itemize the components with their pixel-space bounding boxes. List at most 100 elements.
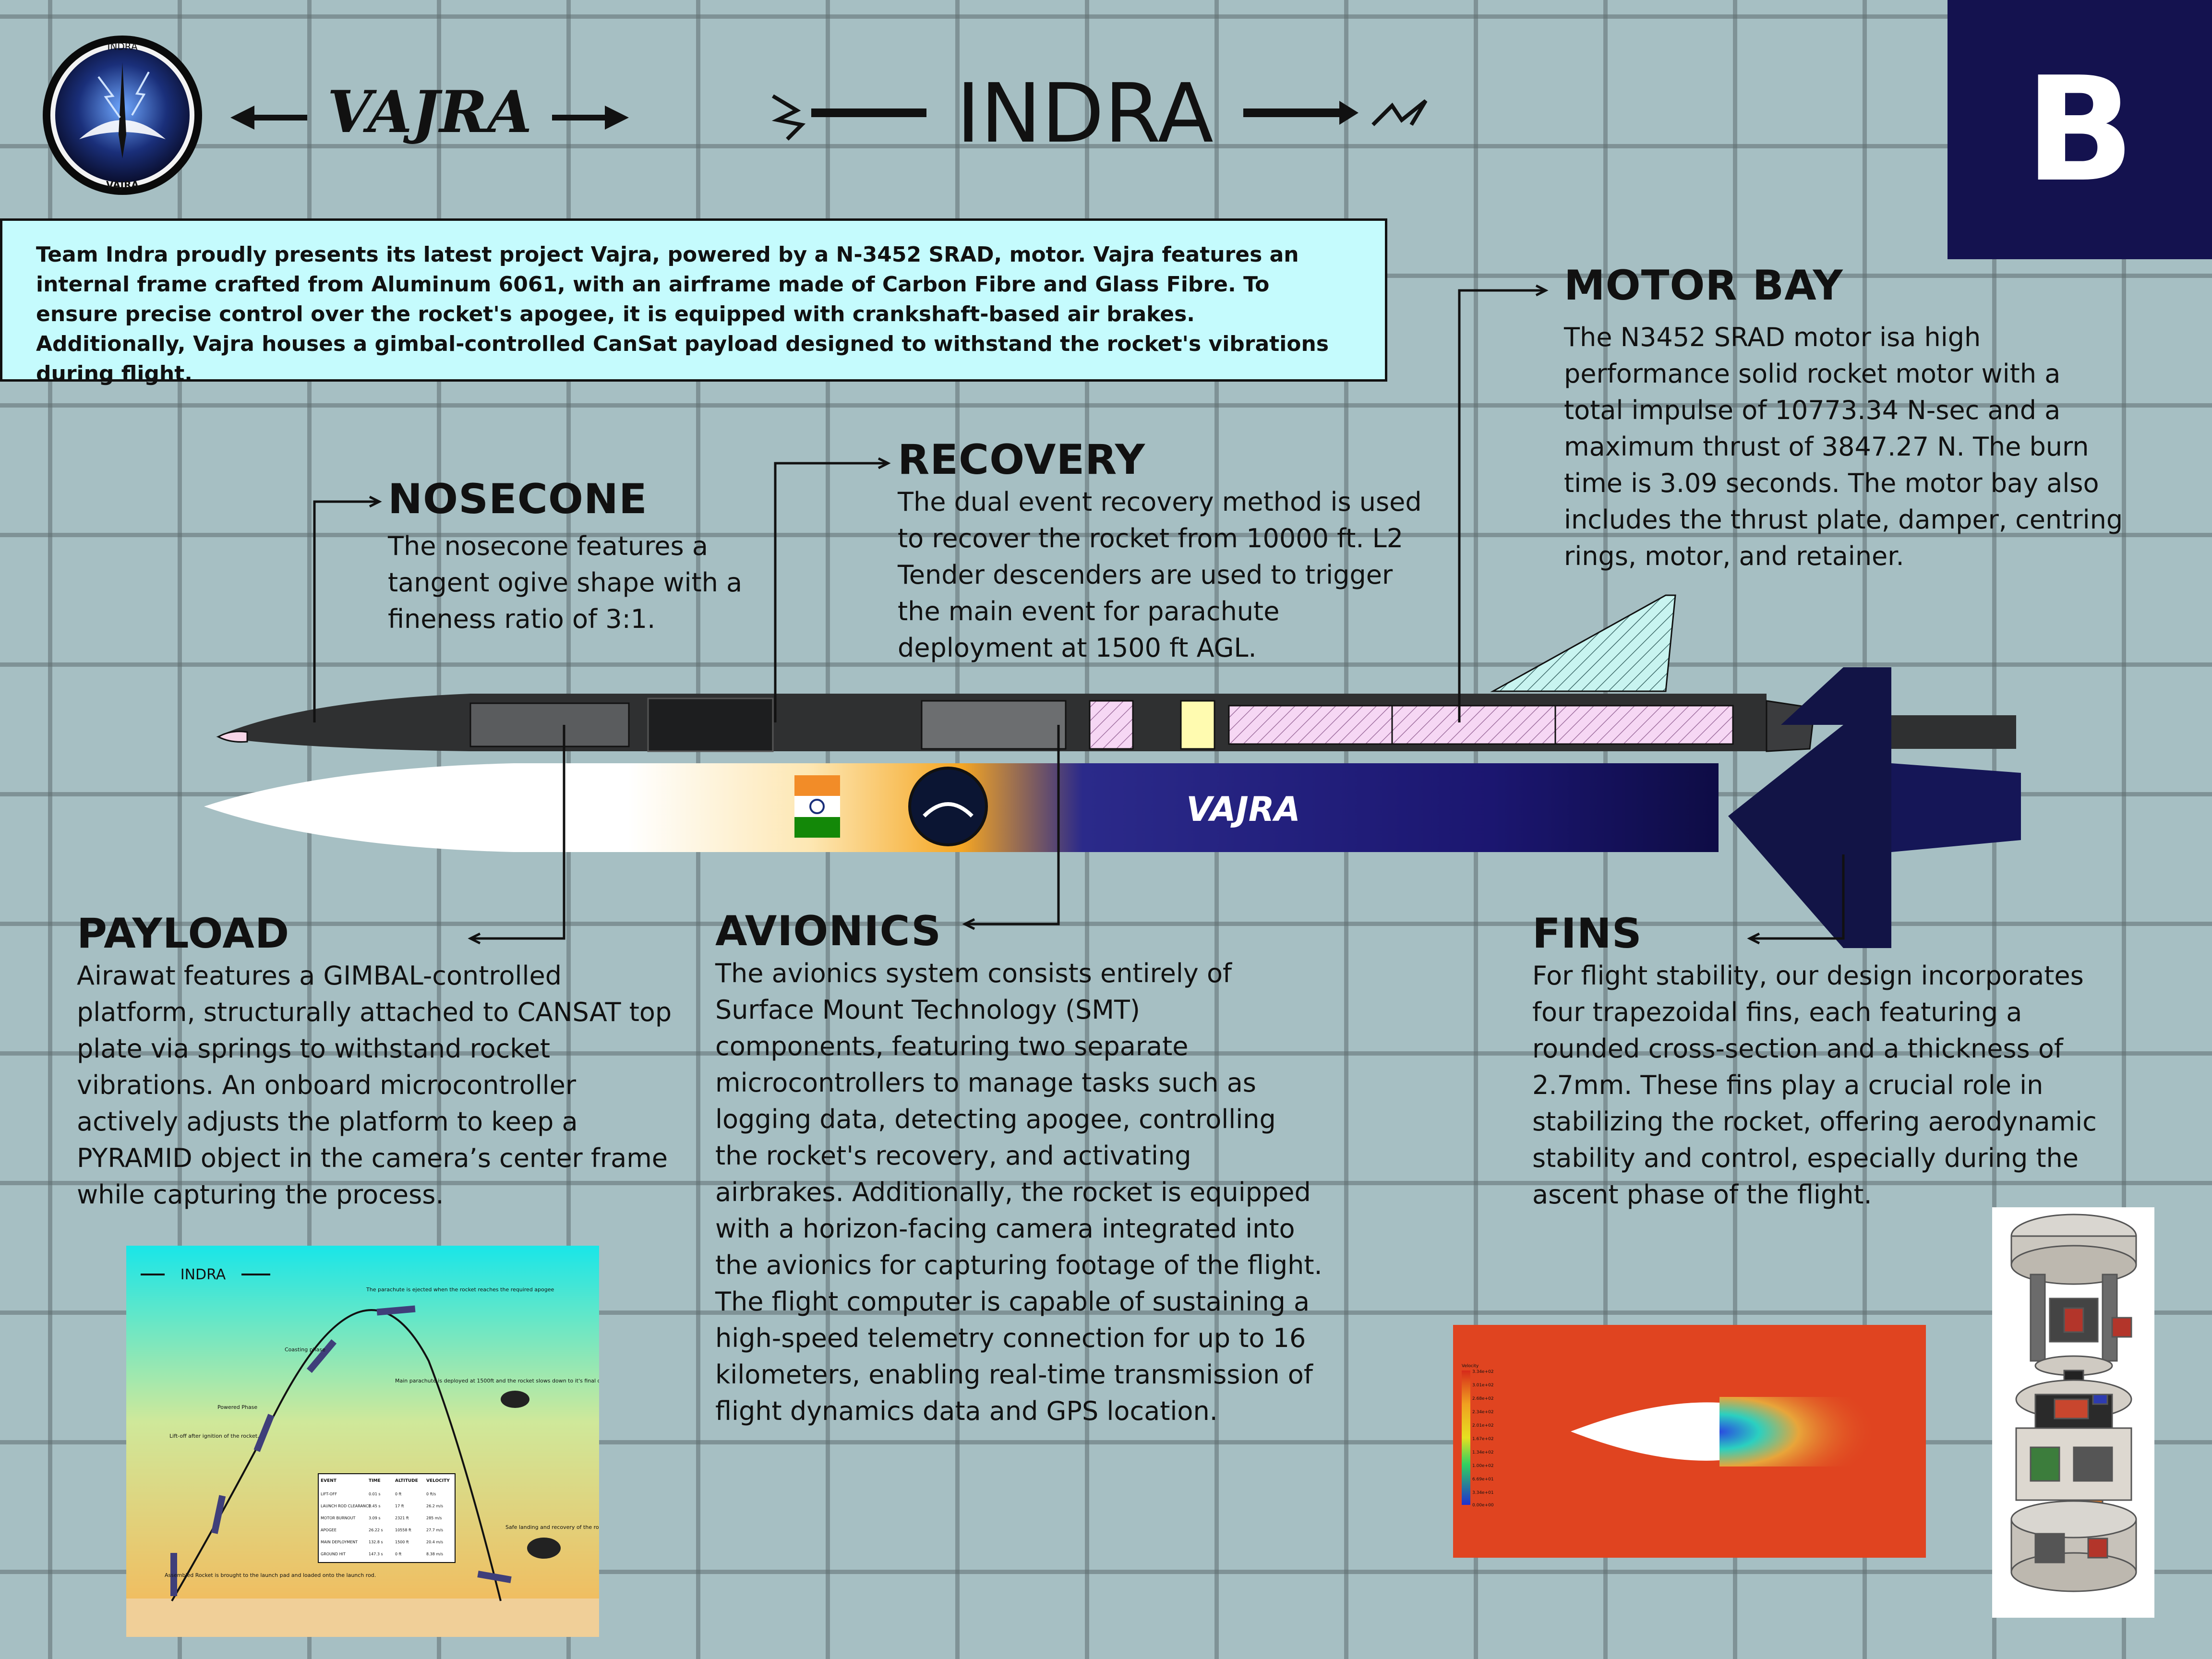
flight-trajectory-figure: INDRA Assembled Rocket is brought to the… xyxy=(126,1246,599,1637)
cfd-legend-value: 3.01e+02 xyxy=(1472,1383,1494,1388)
motor-bay-line: rings, motor, and retainer. xyxy=(1564,541,1904,571)
motor-bay-title: MOTOR BAY xyxy=(1564,262,1843,310)
cfd-legend-value: 2.68e+02 xyxy=(1472,1396,1494,1401)
vajra-wordmark-text: VAJRA xyxy=(327,82,532,146)
stage-label: Powered Phase xyxy=(217,1404,257,1410)
recovery-leader xyxy=(774,462,888,722)
table-cell: MOTOR BURNOUT xyxy=(321,1516,356,1520)
motor-bay-leader xyxy=(1458,289,1546,722)
table-cell: 132.8 s xyxy=(369,1540,383,1544)
cfd-legend-value: 1.00e+02 xyxy=(1472,1464,1494,1468)
avionics-line: microcontrollers to manage tasks such as xyxy=(715,1068,1256,1098)
intro-text-box: Team Indra proudly presents its latest p… xyxy=(0,218,1387,386)
nosecone-line: tangent ogive shape with a xyxy=(388,567,743,598)
cfd-body-profile xyxy=(1571,1402,1719,1461)
stage-label: Safe landing and recovery of the rocket. xyxy=(505,1524,599,1530)
table-cell: 0 ft xyxy=(395,1492,401,1496)
stage-label: The parachute is ejected when the rocket… xyxy=(366,1286,554,1293)
table-cell: 285 m/s xyxy=(426,1516,442,1520)
table-cell: 20.4 m/s xyxy=(426,1540,443,1544)
table-header: ALTITUDE xyxy=(395,1479,418,1483)
avionics-line: Surface Mount Technology (SMT) xyxy=(715,995,1140,1025)
nosecone-leader xyxy=(313,500,377,722)
cfd-legend-value: 0.00e+00 xyxy=(1472,1503,1494,1508)
table-cell: LAUNCH ROD CLEARANCE xyxy=(321,1504,371,1508)
motor-bay-section: MOTOR BAY The N3452 SRAD motor isa high … xyxy=(1564,262,2123,575)
tail-fin-upper xyxy=(1781,667,1843,725)
indra-wordmark-text: INDRA xyxy=(956,67,1214,158)
cfd-legend-value: 1.67e+02 xyxy=(1472,1437,1494,1442)
avionics-line: airbrakes. Additionally, the rocket is e… xyxy=(715,1177,1311,1207)
table-cell: LIFT-OFF xyxy=(321,1492,337,1496)
payload-line: while capturing the process. xyxy=(77,1179,444,1210)
avionics-line: flight dynamics data and GPS location. xyxy=(715,1396,1218,1426)
payload-title: PAYLOAD xyxy=(77,910,290,958)
cfd-legend-value: 2.34e+02 xyxy=(1472,1410,1494,1415)
trajectory-curve xyxy=(171,1309,502,1602)
avionics-line: kilometers, enabling real-time transmiss… xyxy=(715,1359,1313,1390)
payload-line: PYRAMID object in the camera’s center fr… xyxy=(77,1143,668,1173)
cfd-legend-title: Velocity xyxy=(1462,1364,1479,1369)
nosecone-section: NOSECONE The nosecone features a tangent… xyxy=(388,475,742,637)
team-logo-title: INDRA xyxy=(107,41,137,52)
motor-bay-line: includes the thrust plate, damper, centr… xyxy=(1564,505,2123,535)
table-cell: APOGEE xyxy=(321,1528,337,1532)
avionics-line: components, featuring two separate xyxy=(715,1031,1189,1061)
table-cell: 26.2 m/s xyxy=(426,1504,443,1508)
fins-line: stability and control, especially during… xyxy=(1532,1143,2079,1173)
cfd-simulation-figure: Velocity 3.34e+02 3.01e+02 2.68e+02 2.34… xyxy=(1453,1325,1926,1558)
flight-events-table: EVENT TIME ALTITUDE VELOCITY LIFT-OFF 0.… xyxy=(318,1473,456,1563)
avionics-leader xyxy=(965,725,1060,926)
recovery-line: Tender descenders are used to trigger xyxy=(898,560,1393,590)
avionics-line: The flight computer is capable of sustai… xyxy=(715,1286,1310,1317)
table-cell: 17 ft xyxy=(395,1504,404,1508)
payload-line: platform, structurally attached to CANSA… xyxy=(77,997,672,1027)
team-logo-bottom: VAJRA xyxy=(106,179,139,191)
table-cell: 27.7 m/s xyxy=(426,1528,443,1532)
recovery-section: RECOVERY The dual event recovery method … xyxy=(898,436,1422,666)
table-cell: GROUND HIT xyxy=(321,1552,346,1556)
nosecone-line: The nosecone features a xyxy=(388,531,708,561)
payload-line: Airawat features a GIMBAL-controlled xyxy=(77,961,562,991)
fins-line: 2.7mm. These fins play a crucial role in xyxy=(1532,1070,2044,1100)
table-cell: 2321 ft xyxy=(395,1516,409,1520)
avionics-line: The avionics system consists entirely of xyxy=(715,958,1232,988)
motor-bay-line: performance solid rocket motor with a xyxy=(1564,359,2061,389)
avionics-line: logging data, detecting apogee, controll… xyxy=(715,1104,1276,1134)
avionics-section: AVIONICS The avionics system consists en… xyxy=(715,907,1322,1430)
stage-label: Assembled Rocket is brought to the launc… xyxy=(165,1572,376,1578)
nosecone-title: NOSECONE xyxy=(388,475,648,523)
indra-wordmark: INDRA xyxy=(771,67,1428,158)
stage-label: Coasting phase xyxy=(285,1346,325,1353)
avionics-line: with a horizon-facing camera integrated … xyxy=(715,1214,1295,1244)
recovery-line: deployment at 1500 ft AGL. xyxy=(898,633,1257,663)
motor-bay-line: maximum thrust of 3847.27 N. The burn xyxy=(1564,432,2089,462)
table-cell: 3.09 s xyxy=(369,1516,381,1520)
table-cell: 1500 ft xyxy=(395,1540,409,1544)
table-cell: 8.38 m/s xyxy=(426,1552,443,1556)
payload-leader xyxy=(470,725,565,940)
payload-line: plate via springs to withstand rocket xyxy=(77,1034,551,1064)
motor-bay-line: The N3452 SRAD motor isa high xyxy=(1564,322,1981,352)
motor-casing xyxy=(1228,705,1734,745)
avionics-title: AVIONICS xyxy=(715,907,942,955)
table-cell: 0 ft xyxy=(395,1552,401,1556)
recovery-title: RECOVERY xyxy=(898,436,1145,484)
payload-section: PAYLOAD Airawat features a GIMBAL-contro… xyxy=(77,910,672,1213)
payload-line: vibrations. An onboard microcontroller xyxy=(77,1070,577,1100)
avionics-line: high-speed telemetry connection for up t… xyxy=(715,1323,1306,1353)
fins-line: stabilizing the rocket, offering aerodyn… xyxy=(1532,1106,2097,1137)
table-header: VELOCITY xyxy=(426,1479,450,1483)
table-cell: 0.01 s xyxy=(369,1492,381,1496)
motor-bay-line: total impulse of 10773.34 N-sec and a xyxy=(1564,395,2061,425)
cansat-exploded-view xyxy=(1992,1207,2154,1618)
table-cell: 0.45 s xyxy=(369,1504,381,1508)
fins-line: For flight stability, our design incorpo… xyxy=(1532,961,2084,991)
fins-line: four trapezoidal fins, each featuring a xyxy=(1532,997,2022,1027)
vajra-wordmark: VAJRA xyxy=(230,82,629,146)
livery-wordmark: VAJRA xyxy=(1186,790,1300,829)
intro-text: Team Indra proudly presents its latest p… xyxy=(36,242,1329,386)
fins-section: FINS For flight stability, our design in… xyxy=(1532,910,2097,1213)
